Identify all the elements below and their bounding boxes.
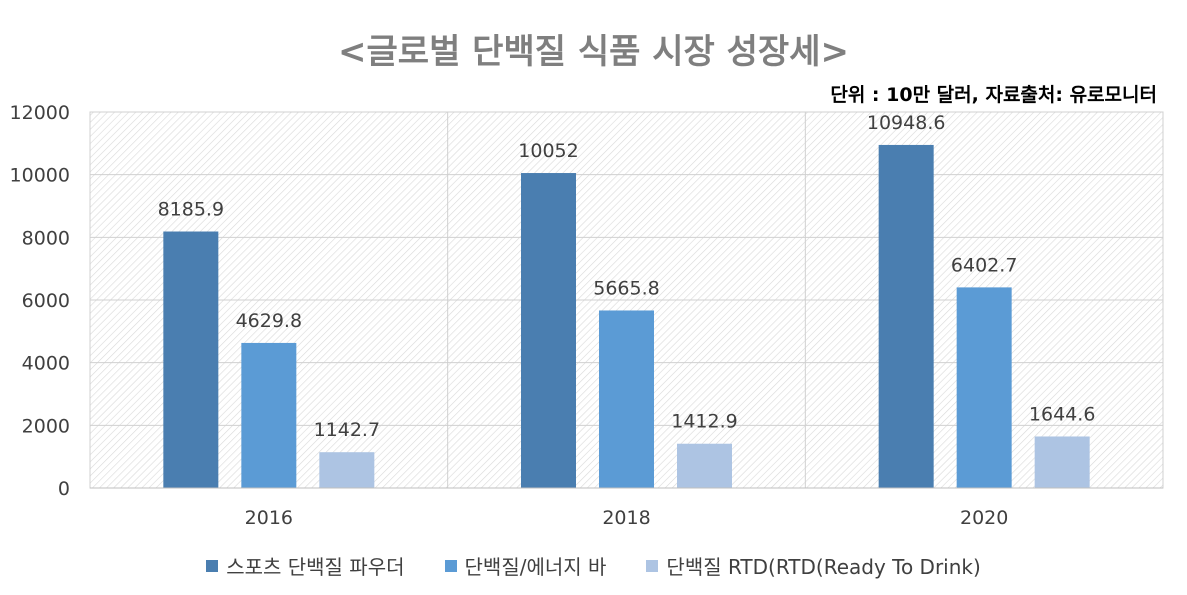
legend-swatch bbox=[646, 559, 659, 572]
x-tick-label: 2016 bbox=[245, 507, 293, 529]
legend-item: 단백질/에너지 바 bbox=[444, 551, 607, 580]
y-tick-label: 0 bbox=[58, 478, 70, 500]
y-tick-label: 12000 bbox=[10, 102, 70, 124]
x-tick-label: 2020 bbox=[960, 507, 1008, 529]
legend-label: 단백질/에너지 바 bbox=[464, 555, 607, 579]
data-label: 4629.8 bbox=[236, 310, 302, 332]
y-tick-label: 4000 bbox=[22, 353, 70, 375]
legend-swatch bbox=[444, 559, 457, 572]
legend: 스포츠 단백질 파우더 단백질/에너지 바 단백질 RTD(RTD(Ready To… bbox=[0, 551, 1187, 580]
legend-label: 단백질 RTD(RTD(Ready To Drink) bbox=[666, 555, 981, 579]
y-tick-label: 6000 bbox=[22, 290, 70, 312]
category-separators bbox=[447, 112, 806, 488]
bars bbox=[163, 144, 1090, 489]
unit-source-note: 단위 : 10만 달러, 자료출처: 유로모니터 bbox=[830, 84, 1157, 106]
y-tick-label: 2000 bbox=[22, 415, 70, 437]
data-label: 1412.9 bbox=[671, 411, 737, 433]
bar-3-2018 bbox=[677, 443, 732, 488]
bar-2-2020 bbox=[956, 287, 1012, 488]
chart-title: <글로벌 단백질 식품 시장 성장세> bbox=[338, 32, 849, 72]
data-label: 1644.6 bbox=[1029, 403, 1095, 425]
data-label: 5665.8 bbox=[593, 277, 659, 299]
data-label: 10948.6 bbox=[867, 112, 946, 134]
bar-2-2016 bbox=[241, 342, 297, 488]
data-label: 6402.7 bbox=[951, 254, 1017, 276]
y-tick-label: 10000 bbox=[10, 165, 70, 187]
x-tick-label: 2018 bbox=[602, 507, 650, 529]
x-axis: 2016 2018 2020 bbox=[90, 487, 1163, 529]
bar-1-2018 bbox=[521, 173, 576, 488]
data-label: 10052 bbox=[518, 140, 578, 162]
legend-label: 스포츠 단백질 파우더 bbox=[226, 555, 405, 579]
legend-item: 스포츠 단백질 파우더 bbox=[206, 551, 405, 580]
bar-1-2016 bbox=[163, 231, 219, 488]
data-label: 8185.9 bbox=[158, 199, 224, 221]
y-tick-label: 8000 bbox=[22, 227, 70, 249]
bar-2-2018 bbox=[599, 310, 654, 488]
data-label: 1142.7 bbox=[314, 419, 380, 441]
y-axis: 0 2000 4000 6000 8000 10000 12000 bbox=[10, 102, 70, 500]
bar-1-2020 bbox=[878, 144, 934, 489]
bar-3-2016 bbox=[319, 452, 375, 488]
legend-swatch bbox=[206, 559, 219, 572]
legend-item: 단백질 RTD(RTD(Ready To Drink) bbox=[646, 551, 981, 580]
data-labels: 8185.9 4629.8 1142.7 10052 5665.8 1412.9 10948… bbox=[158, 112, 1096, 441]
bar-3-2020 bbox=[1034, 436, 1090, 488]
